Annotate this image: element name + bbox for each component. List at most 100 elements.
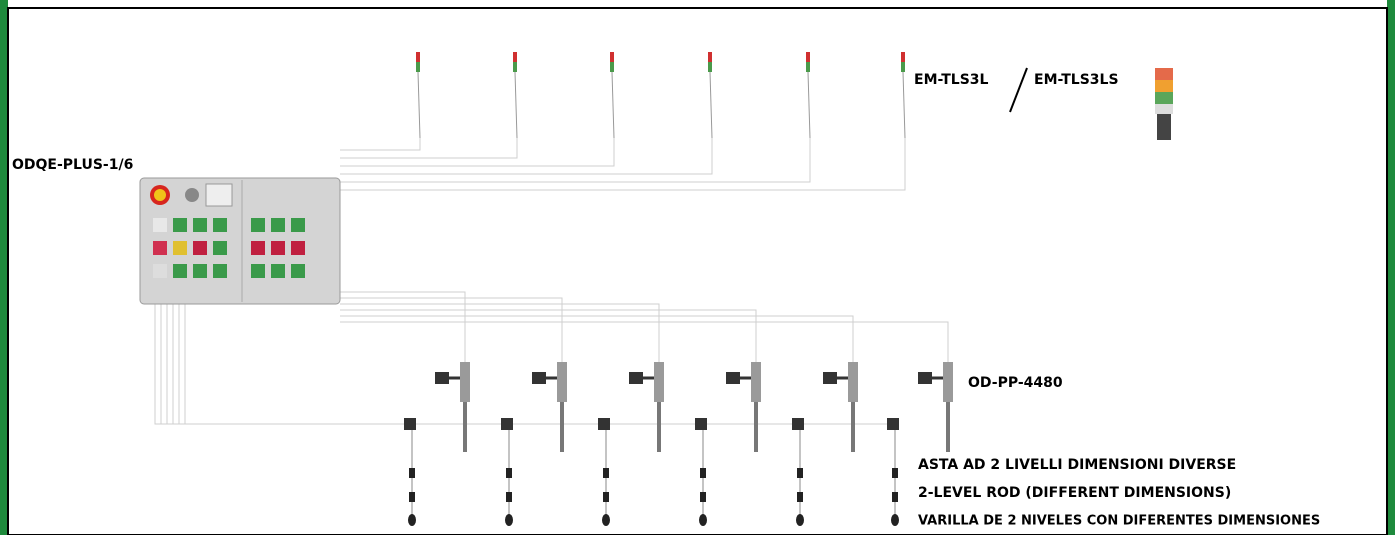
panel-button (271, 264, 285, 278)
rod-label: ASTA AD 2 LIVELLI DIMENSIONI DIVERSE (918, 457, 1236, 473)
panel-label: ODQE-PLUS-1/6 (12, 157, 133, 173)
tower-label: EM-TLS3L (914, 72, 989, 88)
tower-green (513, 62, 517, 72)
tower-green (901, 62, 905, 72)
tower-red (901, 52, 905, 62)
tower-green (708, 62, 712, 72)
wire (340, 138, 906, 191)
wires (154, 138, 949, 425)
wire (340, 138, 811, 183)
wire (340, 315, 854, 362)
pump-label: OD-PP-4480 (968, 375, 1063, 391)
wire (340, 321, 949, 362)
light-amber (1155, 80, 1173, 92)
rod-head (598, 418, 610, 430)
pump-valve (823, 372, 837, 384)
rod-float (797, 492, 803, 502)
pump-valve (532, 372, 546, 384)
tower-stem (611, 71, 615, 139)
tower-green (806, 62, 810, 72)
pump-rod (851, 402, 855, 452)
pump-body (848, 362, 858, 402)
pump-valve (726, 372, 740, 384)
rod-bottom (602, 514, 610, 526)
pump-rod (657, 402, 661, 452)
rod-float (409, 468, 415, 478)
wire (184, 304, 889, 425)
rod-head (695, 418, 707, 430)
light-red (1155, 68, 1173, 80)
pump-valve (918, 372, 932, 384)
panel-box (139, 177, 341, 305)
light-green (1155, 92, 1173, 104)
rod-float (506, 492, 512, 502)
wire (340, 138, 518, 159)
rod-bottom (505, 514, 513, 526)
panel-button (291, 264, 305, 278)
rod-bottom (796, 514, 804, 526)
rod-bottom (699, 514, 707, 526)
panel-button (251, 241, 265, 255)
rod-bottom (891, 514, 899, 526)
pump-rod (754, 402, 758, 452)
wire (340, 303, 660, 362)
panel-button (173, 264, 187, 278)
emergency-ring (154, 189, 166, 201)
tower-stem (902, 71, 906, 139)
panel-button (251, 264, 265, 278)
pump-rod (946, 402, 950, 452)
pump-body (943, 362, 953, 402)
tower-stem (514, 71, 518, 139)
rod-head (792, 418, 804, 430)
wire (340, 297, 563, 362)
rod-float (409, 492, 415, 502)
display (205, 183, 233, 207)
tower-green (416, 62, 420, 72)
rod-float (892, 492, 898, 502)
light-body (1155, 104, 1173, 114)
rod-label: 2-LEVEL ROD (DIFFERENT DIMENSIONS) (918, 485, 1231, 501)
panel-button (271, 241, 285, 255)
panel-button (271, 218, 285, 232)
pump-rod (463, 402, 467, 452)
tower-stem (709, 71, 713, 139)
tower-red (806, 52, 810, 62)
panel-button (173, 241, 187, 255)
panel-button (153, 218, 167, 232)
panel-button (251, 218, 265, 232)
left-band (0, 0, 8, 535)
panel-button (213, 218, 227, 232)
frame (7, 7, 1388, 535)
panel-button (291, 241, 305, 255)
stack-light (1155, 68, 1173, 140)
tower-stem (807, 71, 811, 139)
rod-float (700, 468, 706, 478)
tower-red (610, 52, 614, 62)
tower-stem (417, 71, 421, 139)
tower-red (416, 52, 420, 62)
panel-button (153, 241, 167, 255)
rod-label: VARILLA DE 2 NIVELES CON DIFERENTES DIME… (918, 514, 1320, 529)
rod-float (892, 468, 898, 478)
panel-button (193, 264, 207, 278)
parts (404, 52, 953, 526)
panel-button (213, 264, 227, 278)
pump-body (654, 362, 664, 402)
pump-valve (435, 372, 449, 384)
tower-red (513, 52, 517, 62)
rod-float (506, 468, 512, 478)
rod-head (887, 418, 899, 430)
tower-green (610, 62, 614, 72)
panel-button (153, 264, 167, 278)
panel-button (173, 218, 187, 232)
wire (340, 138, 713, 175)
pump-body (460, 362, 470, 402)
tower-label: EM-TLS3LS (1034, 72, 1119, 88)
right-band (1387, 0, 1395, 535)
panel-button (193, 218, 207, 232)
rod-bottom (408, 514, 416, 526)
rod-float (603, 468, 609, 478)
wire (340, 138, 421, 151)
control-panel (139, 177, 341, 305)
